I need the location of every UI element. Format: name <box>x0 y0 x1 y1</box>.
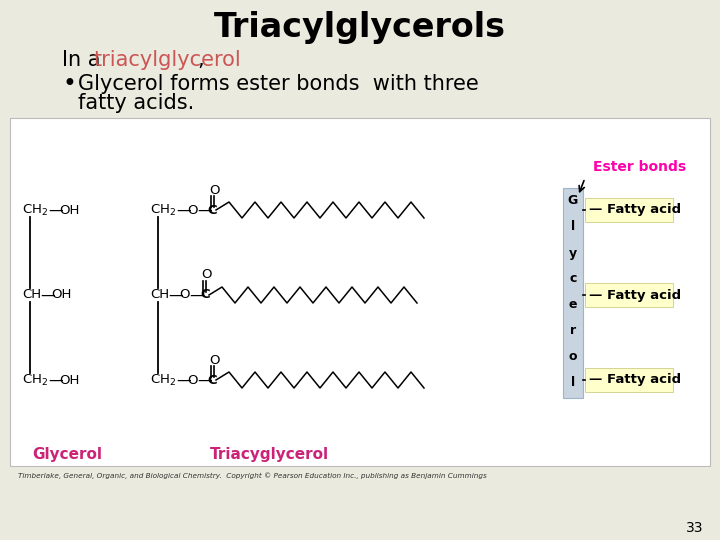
Text: Glycerol forms ester bonds  with three: Glycerol forms ester bonds with three <box>78 74 479 94</box>
Text: OH: OH <box>59 374 79 387</box>
Text: CH$_2$: CH$_2$ <box>150 373 176 388</box>
Text: O: O <box>201 268 212 281</box>
Text: c: c <box>570 273 577 286</box>
Text: C: C <box>207 204 217 217</box>
Text: Triacyglycerol: Triacyglycerol <box>210 448 329 462</box>
Text: G: G <box>568 194 578 207</box>
Text: —: — <box>40 287 55 302</box>
Text: fatty acids.: fatty acids. <box>78 93 194 113</box>
Text: e: e <box>569 299 577 312</box>
Text: r: r <box>570 325 576 338</box>
Text: OH: OH <box>59 204 79 217</box>
Bar <box>585 368 673 392</box>
Text: O: O <box>187 374 197 387</box>
Text: CH$_2$: CH$_2$ <box>150 202 176 218</box>
Text: In a: In a <box>62 50 107 70</box>
Text: triacylglycerol: triacylglycerol <box>94 50 242 70</box>
Bar <box>563 188 583 398</box>
Text: Timberlake, General, Organic, and Biological Chemistry.  Copyright © Pearson Edu: Timberlake, General, Organic, and Biolog… <box>18 472 487 480</box>
Text: —: — <box>176 202 191 218</box>
Text: CH: CH <box>22 288 41 301</box>
Bar <box>585 283 673 307</box>
Bar <box>585 198 673 222</box>
Text: CH: CH <box>150 288 169 301</box>
Text: CH$_2$: CH$_2$ <box>22 373 48 388</box>
Text: o: o <box>569 350 577 363</box>
Text: O: O <box>187 204 197 217</box>
Text: 33: 33 <box>685 521 703 535</box>
Text: O: O <box>179 288 189 301</box>
Text: Glycerol: Glycerol <box>32 448 102 462</box>
Text: —: — <box>189 287 204 302</box>
Text: Ester bonds: Ester bonds <box>593 160 686 174</box>
Text: —: — <box>48 202 63 218</box>
Text: •: • <box>62 72 76 96</box>
Text: C: C <box>200 288 210 301</box>
Text: ,: , <box>197 50 204 70</box>
Text: — Fatty acid: — Fatty acid <box>589 204 681 217</box>
Text: — Fatty acid: — Fatty acid <box>589 288 681 301</box>
Text: OH: OH <box>51 288 71 301</box>
Text: —: — <box>197 373 212 388</box>
Text: O: O <box>209 354 220 367</box>
Text: —: — <box>176 373 191 388</box>
Text: —: — <box>48 373 63 388</box>
Text: C: C <box>207 374 217 387</box>
Text: — Fatty acid: — Fatty acid <box>589 374 681 387</box>
Text: Triacylglycerols: Triacylglycerols <box>214 11 506 44</box>
Text: y: y <box>569 246 577 260</box>
Text: l: l <box>571 220 575 233</box>
Text: —: — <box>197 202 212 218</box>
Text: l: l <box>571 376 575 389</box>
Text: —: — <box>168 287 183 302</box>
Text: O: O <box>209 184 220 197</box>
Bar <box>10 118 710 466</box>
Text: CH$_2$: CH$_2$ <box>22 202 48 218</box>
